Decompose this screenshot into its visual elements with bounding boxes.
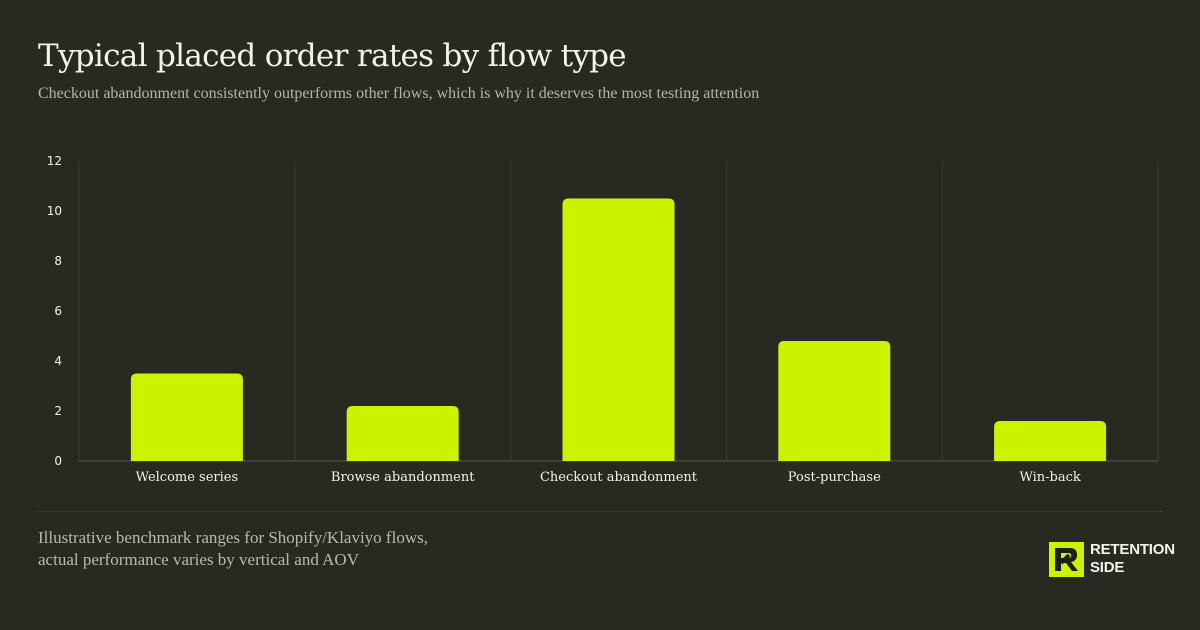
y-tick-label: 2 (54, 404, 62, 418)
x-tick-label: Welcome series (136, 470, 239, 485)
x-axis-ticks: Welcome series Browse abandonment Checkout… (136, 470, 1081, 485)
bar (778, 341, 891, 461)
x-tick-label: Checkout abandonment (540, 470, 698, 485)
logo-text-line1: RETENTION (1090, 541, 1175, 558)
retention-side-logo: RETENTION SIDE (1049, 541, 1175, 577)
bar (130, 373, 243, 461)
y-axis-ticks: 0 2 4 6 8 10 12 (47, 154, 62, 468)
footnote: Illustrative benchmark ranges for Shopif… (38, 528, 428, 569)
bars (130, 198, 1107, 461)
y-tick-label: 8 (54, 254, 62, 268)
bar (346, 406, 459, 461)
y-tick-label: 4 (54, 354, 62, 368)
x-tick-label: Post-purchase (788, 470, 881, 485)
bar (562, 198, 675, 461)
bar (994, 421, 1107, 461)
logo-mark-icon (1049, 541, 1084, 577)
footer-divider (38, 511, 1163, 512)
y-tick-label: 10 (47, 204, 62, 218)
x-tick-label: Browse abandonment (331, 470, 475, 485)
logo-text-line2: SIDE (1090, 559, 1125, 576)
y-tick-label: 6 (54, 304, 62, 318)
y-tick-label: 12 (47, 154, 62, 168)
chart-title: Typical placed order rates by flow type (38, 38, 627, 74)
chart-subtitle: Checkout abandonment consistently outper… (38, 85, 760, 102)
y-tick-label: 0 (54, 454, 62, 468)
x-tick-label: Win-back (1019, 470, 1080, 485)
